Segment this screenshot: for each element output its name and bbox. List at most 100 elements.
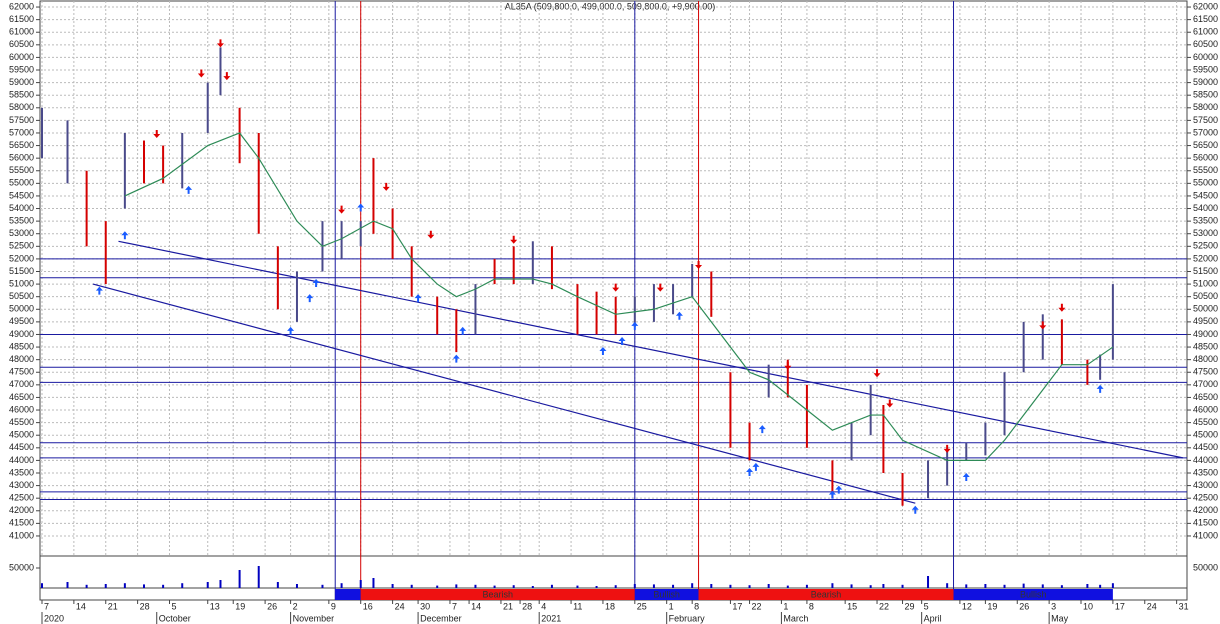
x-tick-label: 1 (669, 601, 674, 611)
signal-arrow-up (758, 425, 766, 434)
y-tick-label: 43000 (9, 480, 34, 490)
y-tick-label: 61500 (9, 14, 34, 24)
month-label: November (293, 613, 335, 623)
y-tick-label: 45000 (9, 430, 34, 440)
x-tick-label: 26 (1019, 601, 1029, 611)
signal-arrow-down (153, 130, 161, 139)
y-tick-label: 50500 (1193, 291, 1218, 301)
y-tick-label: 52500 (9, 241, 34, 251)
trend-line (92, 283, 916, 504)
x-tick-label: 26 (267, 601, 277, 611)
x-tick-label: 22 (879, 601, 889, 611)
y-tick-label: 50500 (9, 291, 34, 301)
y-tick-label: 54000 (9, 203, 34, 213)
signal-arrow-up (828, 490, 836, 499)
signal-arrow-down (1058, 303, 1066, 312)
y-tick-label: 57500 (9, 115, 34, 125)
y-tick-label: 61500 (1193, 14, 1218, 24)
signal-arrow-up (962, 472, 970, 481)
y-tick-label: 60000 (9, 52, 34, 62)
signal-arrow-up (312, 279, 320, 288)
signal-arrow-down (943, 444, 951, 453)
x-tick-label: 15 (847, 601, 857, 611)
y-tick-label: 53000 (1193, 228, 1218, 238)
regime-band (953, 589, 1113, 600)
x-tick-label: 2 (293, 601, 298, 611)
x-tick-label: 24 (1147, 601, 1157, 611)
signal-arrow-up (675, 311, 683, 320)
x-tick-label: 24 (395, 601, 405, 611)
y-tick-label: 41000 (9, 530, 34, 540)
y-tick-label: 62000 (9, 1, 34, 11)
chart-title: AL35A (509,800.0, 499,000.0, 509,800.0, … (505, 1, 715, 11)
y-tick-label: 59500 (9, 64, 34, 74)
x-tick-label: 31 (1179, 601, 1189, 611)
y-tick-label: 46000 (1193, 404, 1218, 414)
signal-arrow-down (656, 283, 664, 292)
y-tick-label: 53000 (9, 228, 34, 238)
x-tick-label: 14 (76, 601, 86, 611)
y-tick-label: 52500 (1193, 241, 1218, 251)
signal-arrow-up (752, 462, 760, 471)
x-tick-label: 30 (420, 601, 430, 611)
signal-arrow-up (631, 321, 639, 330)
signal-arrow-up (185, 185, 193, 194)
signal-arrow-up (599, 347, 607, 356)
y-tick-label: 60500 (1193, 39, 1218, 49)
y-tick-label: 41500 (9, 518, 34, 528)
y-tick-label: 43500 (9, 467, 34, 477)
y-tick-label: 58000 (9, 102, 34, 112)
regime-band (698, 589, 954, 600)
y-tick-label: 41000 (1193, 530, 1218, 540)
y-tick-label: 55500 (1193, 165, 1218, 175)
x-tick-label: 7 (452, 601, 457, 611)
y-tick-label: 55500 (9, 165, 34, 175)
y-tick-label: 52000 (9, 253, 34, 263)
y-tick-label: 56000 (9, 153, 34, 163)
y-tick-label: 52000 (1193, 253, 1218, 263)
volume-tick-label: 50000 (9, 562, 34, 572)
y-tick-label: 57500 (1193, 115, 1218, 125)
y-tick-label: 57000 (1193, 127, 1218, 137)
y-tick-label: 49500 (1193, 316, 1218, 326)
y-tick-label: 48500 (9, 341, 34, 351)
regime-label: Bearish (811, 589, 842, 599)
signal-arrow-up (618, 336, 626, 345)
y-tick-label: 44500 (9, 442, 34, 452)
y-tick-label: 55000 (9, 178, 34, 188)
y-tick-label: 62000 (1193, 1, 1218, 11)
y-tick-label: 42500 (9, 493, 34, 503)
y-tick-label: 45000 (1193, 430, 1218, 440)
signal-arrow-down (382, 182, 390, 191)
y-tick-label: 44000 (9, 455, 34, 465)
x-tick-label: 21 (503, 601, 513, 611)
y-tick-label: 48000 (9, 354, 34, 364)
month-label: October (159, 613, 191, 623)
y-tick-label: 58500 (9, 90, 34, 100)
x-tick-label: 4 (541, 601, 546, 611)
y-tick-label: 57000 (9, 127, 34, 137)
y-tick-label: 48500 (1193, 341, 1218, 351)
y-tick-label: 59000 (9, 77, 34, 87)
y-tick-label: 47000 (9, 379, 34, 389)
y-tick-label: 60500 (9, 39, 34, 49)
signal-arrow-up (835, 485, 843, 494)
signal-arrow-up (911, 505, 919, 514)
signal-arrow-up (452, 354, 460, 363)
x-tick-label: 12 (962, 601, 972, 611)
x-tick-label: 8 (694, 601, 699, 611)
x-tick-label: 10 (1083, 601, 1093, 611)
signal-arrow-down (216, 39, 224, 48)
y-tick-label: 46500 (1193, 392, 1218, 402)
month-label: May (1051, 613, 1069, 623)
signal-arrow-up (357, 203, 365, 212)
signal-arrow-down (223, 72, 231, 81)
y-tick-label: 43500 (1193, 467, 1218, 477)
y-tick-label: 51000 (1193, 278, 1218, 288)
y-tick-label: 51500 (1193, 266, 1218, 276)
x-tick-label: 28 (522, 601, 532, 611)
y-tick-label: 54500 (9, 190, 34, 200)
signal-arrow-down (510, 235, 518, 244)
month-label: 2021 (541, 613, 561, 623)
signal-arrow-down (784, 361, 792, 370)
